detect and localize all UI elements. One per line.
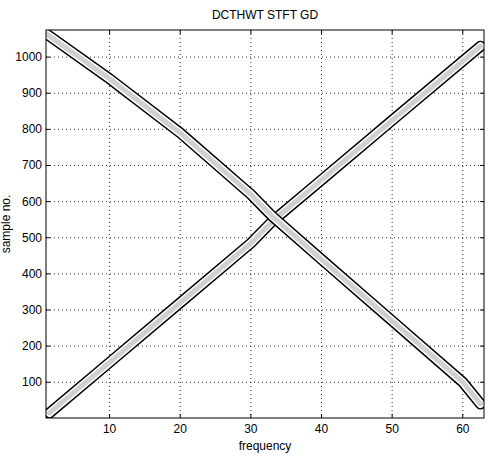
tick (46, 309, 50, 310)
plot-area (46, 34, 480, 413)
tick (46, 346, 50, 347)
tick (480, 382, 484, 383)
x-tick-label: 50 (385, 422, 399, 436)
tick (46, 93, 50, 94)
series-line (46, 34, 480, 404)
grid-line (46, 165, 484, 166)
y-tick-label: 600 (22, 195, 42, 209)
grid-line (46, 273, 484, 274)
tick (46, 382, 50, 383)
grid-line (46, 237, 484, 238)
x-tick-label: 40 (315, 422, 329, 436)
series-outline (50, 46, 481, 413)
tick (462, 30, 463, 34)
tick (480, 57, 484, 58)
tick (46, 201, 50, 202)
tick (480, 201, 484, 202)
series-line (50, 46, 481, 413)
tick (180, 414, 181, 418)
y-tick-label: 1000 (15, 50, 42, 64)
y-axis-title: sample no. (0, 195, 13, 254)
tick (480, 165, 484, 166)
grid-line (180, 30, 181, 418)
tick (250, 414, 251, 418)
grid-line (250, 30, 251, 418)
grid-line (321, 30, 322, 418)
tick (480, 346, 484, 347)
tick (321, 414, 322, 418)
title: DCTHWT STFT GD (212, 8, 319, 22)
tick (109, 30, 110, 34)
y-tick-label: 200 (22, 339, 42, 353)
tick (480, 93, 484, 94)
y-tick-label: 800 (22, 122, 42, 136)
tick (46, 165, 50, 166)
x-axis-title: frequency (239, 439, 292, 453)
tick (480, 237, 484, 238)
tick (46, 57, 50, 58)
y-tick-label: 400 (22, 267, 42, 281)
tick (180, 30, 181, 34)
series-halo (46, 34, 480, 404)
y-tick-label: 500 (22, 231, 42, 245)
tick (321, 30, 322, 34)
tick (250, 30, 251, 34)
y-tick-label: 300 (22, 303, 42, 317)
x-tick-label: 60 (456, 422, 470, 436)
y-tick-label: 900 (22, 86, 42, 100)
series-halo (50, 46, 481, 413)
y-tick-label: 100 (22, 375, 42, 389)
x-tick-label: 10 (103, 422, 117, 436)
grid-line (462, 30, 463, 418)
tick (392, 30, 393, 34)
tick (480, 309, 484, 310)
tick (480, 129, 484, 130)
grid-line (46, 129, 484, 130)
chart: 10 20 30 40 50 60 100 200 300 400 500 600 700 800 900 1… (0, 0, 491, 462)
y-tick-label: 700 (22, 158, 42, 172)
tick (480, 273, 484, 274)
grid-line (46, 309, 484, 310)
x-tick-label: 20 (174, 422, 188, 436)
tick (392, 414, 393, 418)
grid-line (46, 382, 484, 383)
plot-background (46, 30, 484, 418)
tick (46, 273, 50, 274)
plot-frame (46, 30, 484, 418)
grid-line (46, 57, 484, 58)
x-tick-label: 30 (244, 422, 258, 436)
tick (46, 129, 50, 130)
tick (462, 414, 463, 418)
series-outline (46, 34, 480, 404)
tick (46, 237, 50, 238)
grid-line (392, 30, 393, 418)
tick (109, 414, 110, 418)
